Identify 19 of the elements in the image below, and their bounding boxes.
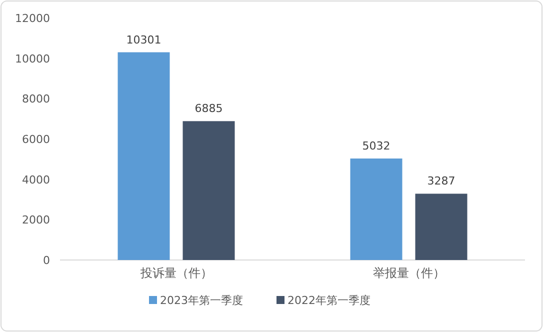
y-tick-label: 12000: [15, 12, 50, 25]
bar: [415, 194, 468, 260]
y-tick-label: 6000: [22, 133, 50, 146]
y-tick-label: 2000: [22, 214, 50, 227]
y-tick-label: 0: [43, 254, 50, 267]
legend-label: 2023年第一季度: [160, 294, 243, 307]
data-label: 6885: [194, 102, 223, 116]
x-tick-label: 投诉量（件）: [139, 266, 212, 280]
y-tick-label: 10000: [15, 52, 50, 66]
data-label: 3287: [427, 174, 456, 188]
data-label: 10301: [126, 33, 162, 46]
y-tick-label: 8000: [22, 92, 50, 106]
legend-label: 2022年第一季度: [288, 294, 370, 307]
bar: [118, 52, 170, 260]
x-tick-label: 举报量（件）: [372, 266, 445, 280]
bar: [182, 121, 235, 260]
y-tick-label: 4000: [22, 173, 50, 186]
bar: [350, 158, 402, 260]
data-label: 5032: [362, 140, 390, 153]
